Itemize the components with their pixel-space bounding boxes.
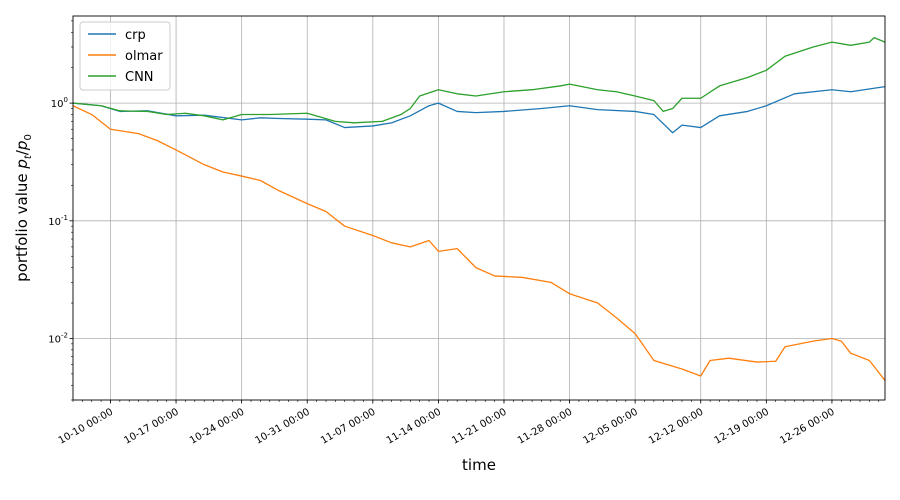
legend-label-crp: crp [125, 28, 146, 43]
series-line-crp [72, 86, 886, 134]
y-tick-label: 10-2 [48, 331, 68, 345]
x-tick-label: 10-31 00:00 [254, 407, 312, 447]
x-tick-label: 12-26 00:00 [778, 407, 836, 447]
series-line-olmar [72, 105, 886, 381]
legend-label-olmar: olmar [125, 49, 163, 64]
legend-label-cnn: CNN [125, 70, 154, 85]
x-tick-label: 11-28 00:00 [516, 407, 574, 447]
x-tick-label: 11-07 00:00 [319, 407, 377, 447]
x-tick-label: 12-12 00:00 [647, 407, 705, 447]
x-tick-label: 10-10 00:00 [57, 407, 115, 447]
y-tick-label: 10-1 [48, 214, 68, 228]
series-line-cnn [72, 37, 886, 124]
x-tick-label: 12-19 00:00 [713, 407, 771, 447]
y-axis-title: portfolio value pt/p0 [13, 134, 34, 282]
legend-box [79, 21, 171, 91]
x-tick-label: 10-24 00:00 [188, 407, 246, 447]
y-tick-label: 100 [51, 96, 68, 110]
legend: crp olmar CNN [79, 21, 171, 91]
x-tick-label: 11-21 00:00 [450, 407, 508, 447]
x-axis-title: time [462, 456, 496, 474]
x-tick-label: 12-05 00:00 [581, 407, 639, 447]
x-tick-label: 10-17 00:00 [122, 407, 180, 447]
plot-frame [72, 15, 886, 401]
x-tick-label: 11-14 00:00 [385, 407, 443, 447]
